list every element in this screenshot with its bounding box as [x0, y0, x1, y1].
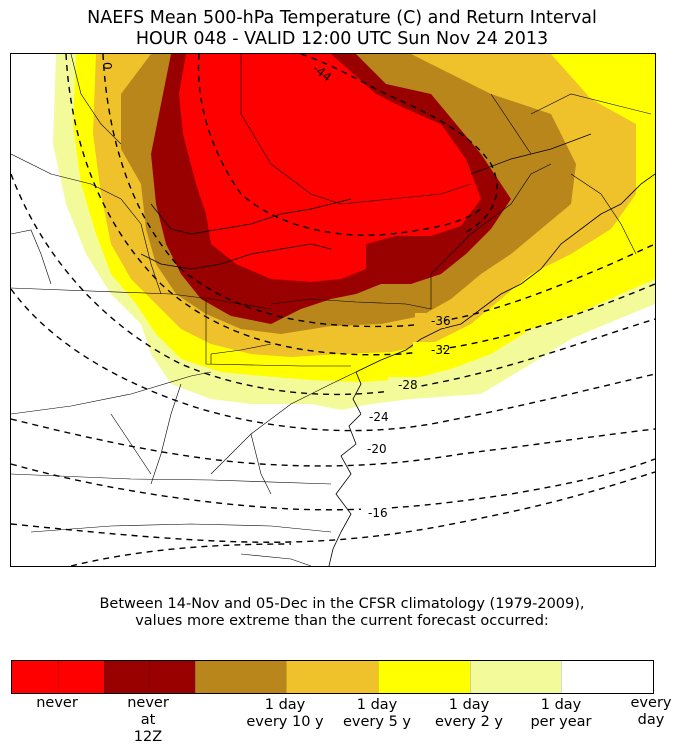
label-5y-line-1: 1 day [356, 697, 398, 713]
isotherm-label-minus-36: -36 [431, 314, 451, 328]
label-per-year-line-1: 1 day [540, 697, 582, 713]
map-svg: -36 -32 -28 -24 -20 -16 -44 0 [11, 54, 655, 566]
colorbar-swatch-never-12z-a [104, 661, 149, 693]
colorbar-caption-line-2: values more extreme than the current for… [135, 613, 549, 629]
chart-title-line-1: NAEFS Mean 500-hPa Temperature (C) and R… [87, 8, 597, 28]
chart-title-line-2: HOUR 048 - VALID 12:00 UTC Sun Nov 24 20… [135, 29, 549, 49]
isotherm-label-minus-24: -24 [369, 410, 389, 424]
region-never [179, 54, 481, 282]
label-bg-36 [415, 313, 445, 328]
label-bg-16 [361, 505, 391, 520]
colorbar-label-never: never [36, 695, 78, 712]
colorbar-label-every-10y: 1 day every 10 y [246, 697, 323, 731]
label-2y-line-1: 1 day [448, 697, 490, 713]
label-bg-28 [388, 377, 418, 392]
label-never-12z-line-2: at [140, 712, 156, 728]
label-10y-line-2: every 10 y [246, 714, 324, 730]
colorbar-swatch-every-day [561, 661, 653, 693]
forecast-map: -36 -32 -28 -24 -20 -16 -44 0 [10, 53, 656, 567]
label-2y-line-2: every 2 y [435, 714, 503, 730]
label-never-12z-line-3: 12Z [133, 729, 163, 745]
colorbar-swatch-every-5y [286, 661, 378, 693]
colorbar-swatch-every-2y [378, 661, 470, 693]
colorbar-swatch-never-b [58, 661, 104, 693]
colorbar-swatch-never-12z-b [149, 661, 195, 693]
label-5y-line-2: every 5 y [343, 714, 411, 730]
isotherm-label-minus-32: -32 [431, 343, 451, 357]
colorbar-swatch-never-a [12, 661, 58, 693]
colorbar-swatch-per-year [470, 661, 561, 693]
label-every-day-line-1: every [630, 695, 672, 711]
colorbar-label-per-year: 1 day per year [530, 697, 591, 731]
colorbar-caption-line-1: Between 14-Nov and 05-Dec in the CFSR cl… [99, 596, 585, 612]
isotherm-label-top-left: 0 [100, 62, 114, 70]
colorbar-swatch-every-10y [195, 661, 286, 693]
label-10y-line-1: 1 day [264, 697, 306, 713]
label-every-day-line-2: day [637, 712, 665, 728]
colorbar-label-every-2y: 1 day every 2 y [435, 697, 503, 731]
label-bg-24 [361, 409, 391, 424]
isotherm-label-minus-20: -20 [367, 442, 387, 456]
label-never-line-1: never [36, 695, 78, 711]
colorbar-label-every-day: every day [631, 695, 672, 729]
coastline [140, 133, 655, 566]
colorbar-label-never-12z: never at 12Z [127, 695, 169, 746]
isotherm-labels: -36 -32 -28 -24 -20 -16 -44 0 [100, 61, 451, 520]
label-bg-20 [359, 441, 389, 456]
label-per-year-line-2: per year [530, 714, 592, 730]
colorbar-label-every-5y: 1 day every 5 y [343, 697, 411, 731]
label-never-12z-line-1: never [127, 695, 169, 711]
isotherm-label-minus-16: -16 [368, 506, 388, 520]
isotherm-label-minus-28: -28 [398, 378, 418, 392]
state-boundaries [11, 54, 652, 566]
label-bg-32 [413, 342, 443, 357]
return-interval-colorbar [11, 660, 654, 694]
